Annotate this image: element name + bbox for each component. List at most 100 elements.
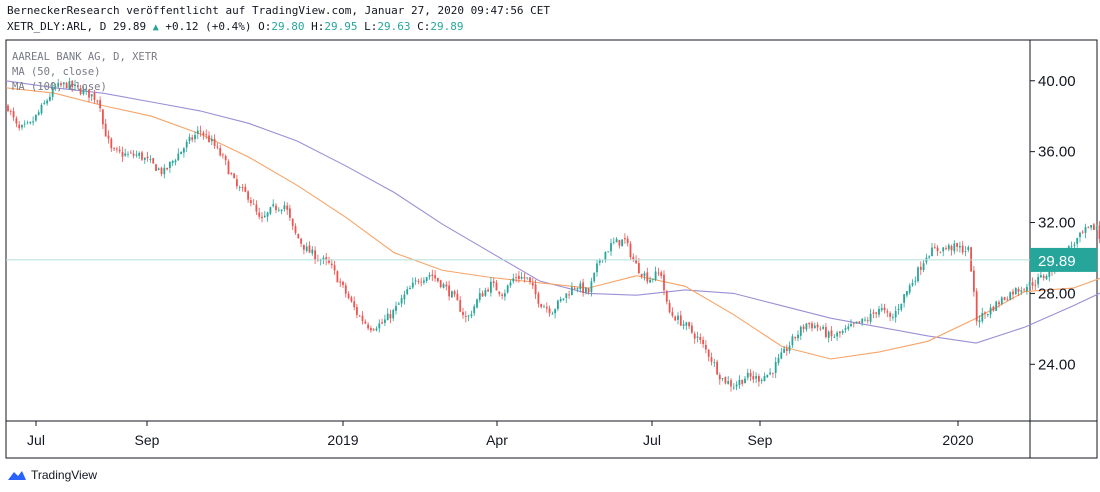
price-chart[interactable]: 40.00 36.00 32.00 28.00 24.00 Jul Sep 2019 Apr Ju… <box>0 0 1100 465</box>
candle <box>805 322 808 332</box>
candle <box>7 104 9 113</box>
last-price: 29.89 <box>112 20 147 33</box>
candle <box>333 260 336 275</box>
candle <box>439 279 442 289</box>
candle <box>629 241 632 260</box>
candle <box>487 287 489 293</box>
candle <box>425 276 428 283</box>
candle <box>612 237 615 245</box>
candle <box>626 235 629 247</box>
candle <box>724 376 727 385</box>
ma50-line <box>5 87 1100 360</box>
candle <box>791 333 794 348</box>
candle <box>512 273 515 284</box>
candle <box>54 83 57 91</box>
candle <box>813 322 816 329</box>
candle <box>677 312 679 325</box>
ma100-line <box>5 80 1100 344</box>
candle <box>961 241 964 255</box>
candle <box>303 244 305 255</box>
candle <box>1020 286 1023 295</box>
candle <box>710 352 713 366</box>
candle <box>995 300 998 311</box>
candle <box>384 314 386 326</box>
candle <box>12 107 15 121</box>
candle <box>855 321 858 324</box>
candle <box>1037 273 1039 288</box>
candle <box>1012 288 1014 300</box>
candle <box>732 383 735 390</box>
candle <box>970 246 972 272</box>
candle <box>635 255 637 264</box>
open-value: 29.80 <box>271 20 305 33</box>
candle <box>43 100 46 105</box>
ma100-layer <box>5 80 1100 344</box>
candle <box>515 273 517 283</box>
candle <box>21 124 23 131</box>
candle <box>518 271 520 283</box>
x-tick-label: Sep <box>748 432 773 448</box>
candle <box>1031 277 1034 290</box>
candle <box>171 159 174 167</box>
candle <box>138 151 141 159</box>
candle <box>57 79 60 88</box>
candle <box>1045 274 1048 280</box>
candle <box>381 318 383 325</box>
candle <box>548 305 551 317</box>
candle <box>26 120 29 125</box>
candle <box>174 158 177 166</box>
footer-brand[interactable]: TradingView <box>7 468 97 482</box>
candle <box>936 245 939 256</box>
candle <box>841 329 844 335</box>
ohlc-line: XETR_DLY:ARL, D 29.89 ▲ +0.12 (+0.4%) O:… <box>7 20 463 33</box>
candle <box>947 243 950 252</box>
candle <box>1000 296 1003 306</box>
candle <box>411 277 414 290</box>
candle <box>364 319 367 325</box>
chart-frame <box>5 39 1098 459</box>
candle <box>378 319 381 333</box>
candle <box>808 322 811 329</box>
candle <box>495 280 498 291</box>
candle <box>964 246 967 257</box>
candle <box>529 277 531 285</box>
candle <box>389 309 392 324</box>
candle <box>950 244 953 256</box>
candle <box>417 278 420 285</box>
candle <box>646 267 649 285</box>
candle <box>660 270 663 279</box>
candle <box>718 372 721 385</box>
candle <box>185 139 188 153</box>
candle <box>224 154 227 166</box>
candle <box>311 246 314 256</box>
candle <box>90 94 93 102</box>
candle <box>705 340 707 354</box>
candle <box>657 267 660 276</box>
candle <box>490 277 492 297</box>
candle <box>735 381 738 391</box>
candle <box>40 103 43 116</box>
candle <box>679 310 682 327</box>
candle <box>456 289 459 301</box>
candle <box>462 307 464 319</box>
candle <box>506 284 509 294</box>
candle <box>654 266 657 282</box>
candle <box>1087 226 1090 229</box>
candle <box>476 298 478 309</box>
candle <box>822 324 824 330</box>
candle <box>350 295 353 303</box>
candle <box>615 237 618 243</box>
candle <box>911 279 914 287</box>
candle <box>437 277 439 283</box>
low-value: 29.63 <box>377 20 411 33</box>
candle <box>62 81 65 89</box>
candle <box>305 242 308 253</box>
candle <box>956 242 958 252</box>
candle <box>618 239 621 249</box>
candle <box>721 378 724 382</box>
candle <box>640 273 643 279</box>
candle <box>208 131 210 143</box>
candle <box>878 305 880 318</box>
candle <box>763 372 766 382</box>
candle <box>590 277 593 297</box>
